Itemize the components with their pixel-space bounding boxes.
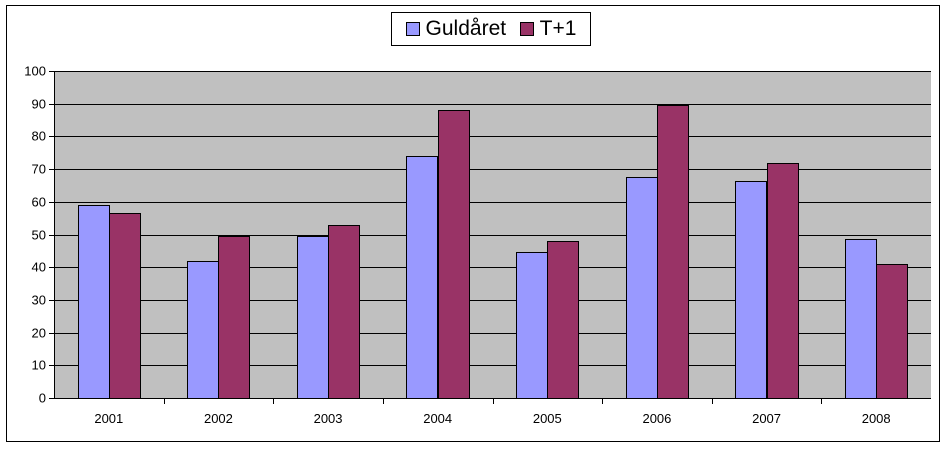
bar-series-1 (187, 261, 219, 399)
bar-series-2 (328, 225, 360, 399)
y-tick-label: 70 (32, 162, 46, 177)
y-tick-label: 50 (32, 228, 46, 243)
bar-series-1 (406, 156, 438, 399)
bar-series-1 (845, 239, 877, 399)
bar-series-1 (297, 236, 329, 399)
x-tick-label: 2006 (642, 411, 671, 426)
bar-series-2 (767, 163, 799, 399)
bar-series-2 (657, 105, 689, 399)
y-tick-label: 80 (32, 129, 46, 144)
x-tick-label: 2004 (423, 411, 452, 426)
bar-series-2 (218, 236, 250, 399)
x-tick-label: 2005 (533, 411, 562, 426)
legend-label-series-2: T+1 (539, 17, 577, 40)
bar-series-2 (547, 241, 579, 399)
y-tick-label: 0 (39, 391, 46, 406)
y-tick-label: 20 (32, 326, 46, 341)
bar-series-1 (78, 205, 110, 399)
legend-entry-series-2: T+1 (519, 17, 577, 41)
legend: Guldåret T+1 (391, 12, 591, 46)
x-tick-label: 2008 (862, 411, 891, 426)
x-tick-label: 2001 (94, 411, 123, 426)
plot-area (54, 71, 931, 398)
y-tick-label: 90 (32, 97, 46, 112)
bar-series-2 (109, 213, 141, 399)
y-tick-label: 60 (32, 195, 46, 210)
bar-series-2 (438, 110, 470, 399)
bar-series-2 (876, 264, 908, 399)
y-tick-label: 40 (32, 260, 46, 275)
legend-entry-series-1: Guldåret (405, 17, 507, 41)
legend-swatch-series-1 (405, 22, 420, 36)
y-tick-label: 10 (32, 358, 46, 373)
bar-series-1 (626, 177, 658, 399)
y-tick-label: 30 (32, 293, 46, 308)
x-tick-label: 2003 (314, 411, 343, 426)
legend-swatch-series-2 (519, 22, 534, 36)
bar-series-1 (516, 252, 548, 399)
x-tick-label: 2002 (204, 411, 233, 426)
x-tick-label: 2007 (752, 411, 781, 426)
y-tick-label: 100 (24, 64, 46, 79)
bar-series-1 (735, 181, 767, 399)
legend-label-series-1: Guldåret (425, 17, 507, 40)
